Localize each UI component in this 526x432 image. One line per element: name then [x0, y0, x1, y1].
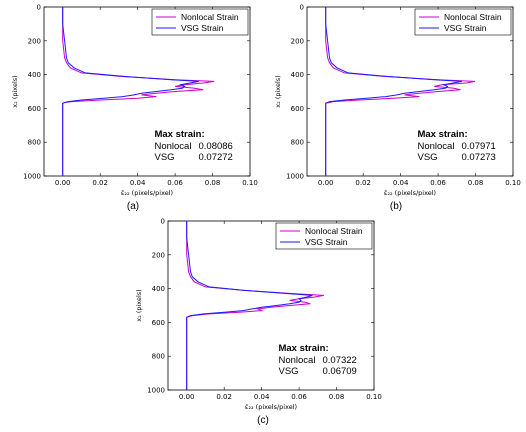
- annotation-title: Max strain:: [154, 129, 204, 140]
- x-tick-label: 0.06: [430, 179, 446, 187]
- annotation-label: VSG: [154, 152, 174, 163]
- y-tick-label: 800: [28, 139, 41, 147]
- y-tick-label: 1000: [23, 173, 41, 181]
- annotation-value: 0.07322: [322, 355, 356, 366]
- x-axis-label: ε̄₂₂ (pixels/pixel): [384, 189, 436, 197]
- annotation-title: Max strain:: [278, 343, 328, 354]
- y-tick-label: 200: [28, 37, 41, 45]
- legend-entry: Nonlocal Strain: [444, 12, 502, 22]
- x-tick-label: 0.00: [55, 179, 71, 187]
- annotation-label: Nonlocal: [417, 141, 454, 152]
- series-line-vsg: [62, 7, 199, 176]
- y-tick-label: 200: [291, 37, 304, 45]
- legend-entry: Nonlocal Strain: [181, 12, 239, 22]
- y-tick-label: 600: [291, 105, 304, 113]
- chart-panel-a: 0.00 0.02 0.04 0.06 0.08 0.10 0 200 400 600 800 100…: [11, 4, 258, 213]
- legend-entry: VSG Strain: [444, 23, 487, 33]
- x-tick-label: 0.04: [254, 393, 270, 401]
- y-axis-label: x₂ (pixels): [11, 75, 19, 107]
- panel-caption: (a): [127, 201, 139, 212]
- y-tick-label: 0: [37, 4, 41, 12]
- legend-entry: VSG Strain: [181, 23, 224, 33]
- y-tick-label: 0: [161, 218, 165, 226]
- annotation-value: 0.07971: [461, 141, 495, 152]
- legend-entry: Nonlocal Strain: [305, 226, 363, 236]
- x-axis-label: ε̄₂₂ (pixels/pixel): [121, 189, 173, 197]
- annotation-value: 0.07272: [198, 152, 232, 163]
- annotation-label: Nonlocal: [278, 355, 315, 366]
- x-tick-label: 0.08: [205, 179, 221, 187]
- x-tick-label: 0.10: [366, 393, 382, 401]
- x-tick-label: 0.08: [329, 393, 345, 401]
- x-tick-label: 0.10: [242, 179, 258, 187]
- y-tick-label: 1000: [147, 387, 165, 395]
- series-line-vsg: [186, 221, 313, 390]
- y-tick-label: 600: [152, 319, 165, 327]
- legend-box: [414, 8, 512, 36]
- max-strain-annotation: Max strain:Nonlocal 0.07971 VSG 0.07273: [417, 129, 495, 163]
- x-tick-label: 0.02: [216, 393, 232, 401]
- y-tick-label: 400: [152, 285, 165, 293]
- y-axis-label: x₂ (pixels): [135, 289, 143, 321]
- x-tick-label: 0.08: [468, 179, 484, 187]
- y-tick-label: 400: [28, 71, 41, 79]
- y-axis-label: x₂ (pixels): [274, 75, 282, 107]
- panel-caption: (b): [390, 201, 402, 212]
- legend-box: [151, 8, 249, 36]
- legend-entry: VSG Strain: [305, 237, 348, 247]
- x-tick-label: 0.10: [505, 179, 521, 187]
- x-tick-label: 0.00: [179, 393, 195, 401]
- x-tick-label: 0.04: [130, 179, 146, 187]
- annotation-title: Max strain:: [417, 129, 467, 140]
- chart-panel-c: 0.00 0.02 0.04 0.06 0.08 0.10 0 200 400 600 800 100…: [135, 218, 382, 427]
- max-strain-annotation: Max strain:Nonlocal 0.08086 VSG 0.07272: [154, 129, 232, 163]
- annotation-label: VSG: [278, 366, 298, 377]
- chart-panel-b: 0.00 0.02 0.04 0.06 0.08 0.10 0 200 400 600 800 100…: [274, 4, 521, 213]
- y-tick-label: 0: [300, 4, 304, 12]
- y-tick-label: 600: [28, 105, 41, 113]
- y-tick-label: 400: [291, 71, 304, 79]
- x-tick-label: 0.06: [167, 179, 183, 187]
- annotation-label: Nonlocal: [154, 141, 191, 152]
- y-tick-label: 800: [291, 139, 304, 147]
- series-line-nonlocal: [325, 7, 476, 176]
- annotation-value: 0.08086: [198, 141, 232, 152]
- x-tick-label: 0.06: [291, 393, 307, 401]
- panel-caption: (c): [257, 415, 269, 426]
- legend-box: [275, 222, 373, 250]
- series-line-vsg: [325, 7, 462, 176]
- x-tick-label: 0.02: [355, 179, 371, 187]
- x-tick-label: 0.00: [318, 179, 334, 187]
- annotation-value: 0.06709: [322, 366, 356, 377]
- max-strain-annotation: Max strain:Nonlocal 0.07322 VSG 0.06709: [278, 343, 356, 377]
- annotation-value: 0.07273: [461, 152, 495, 163]
- y-tick-label: 1000: [286, 173, 304, 181]
- x-tick-label: 0.02: [92, 179, 108, 187]
- x-axis-label: ε̄₂₂ (pixels/pixel): [245, 403, 297, 411]
- y-tick-label: 800: [152, 353, 165, 361]
- annotation-label: VSG: [417, 152, 437, 163]
- x-tick-label: 0.04: [393, 179, 409, 187]
- y-tick-label: 200: [152, 251, 165, 259]
